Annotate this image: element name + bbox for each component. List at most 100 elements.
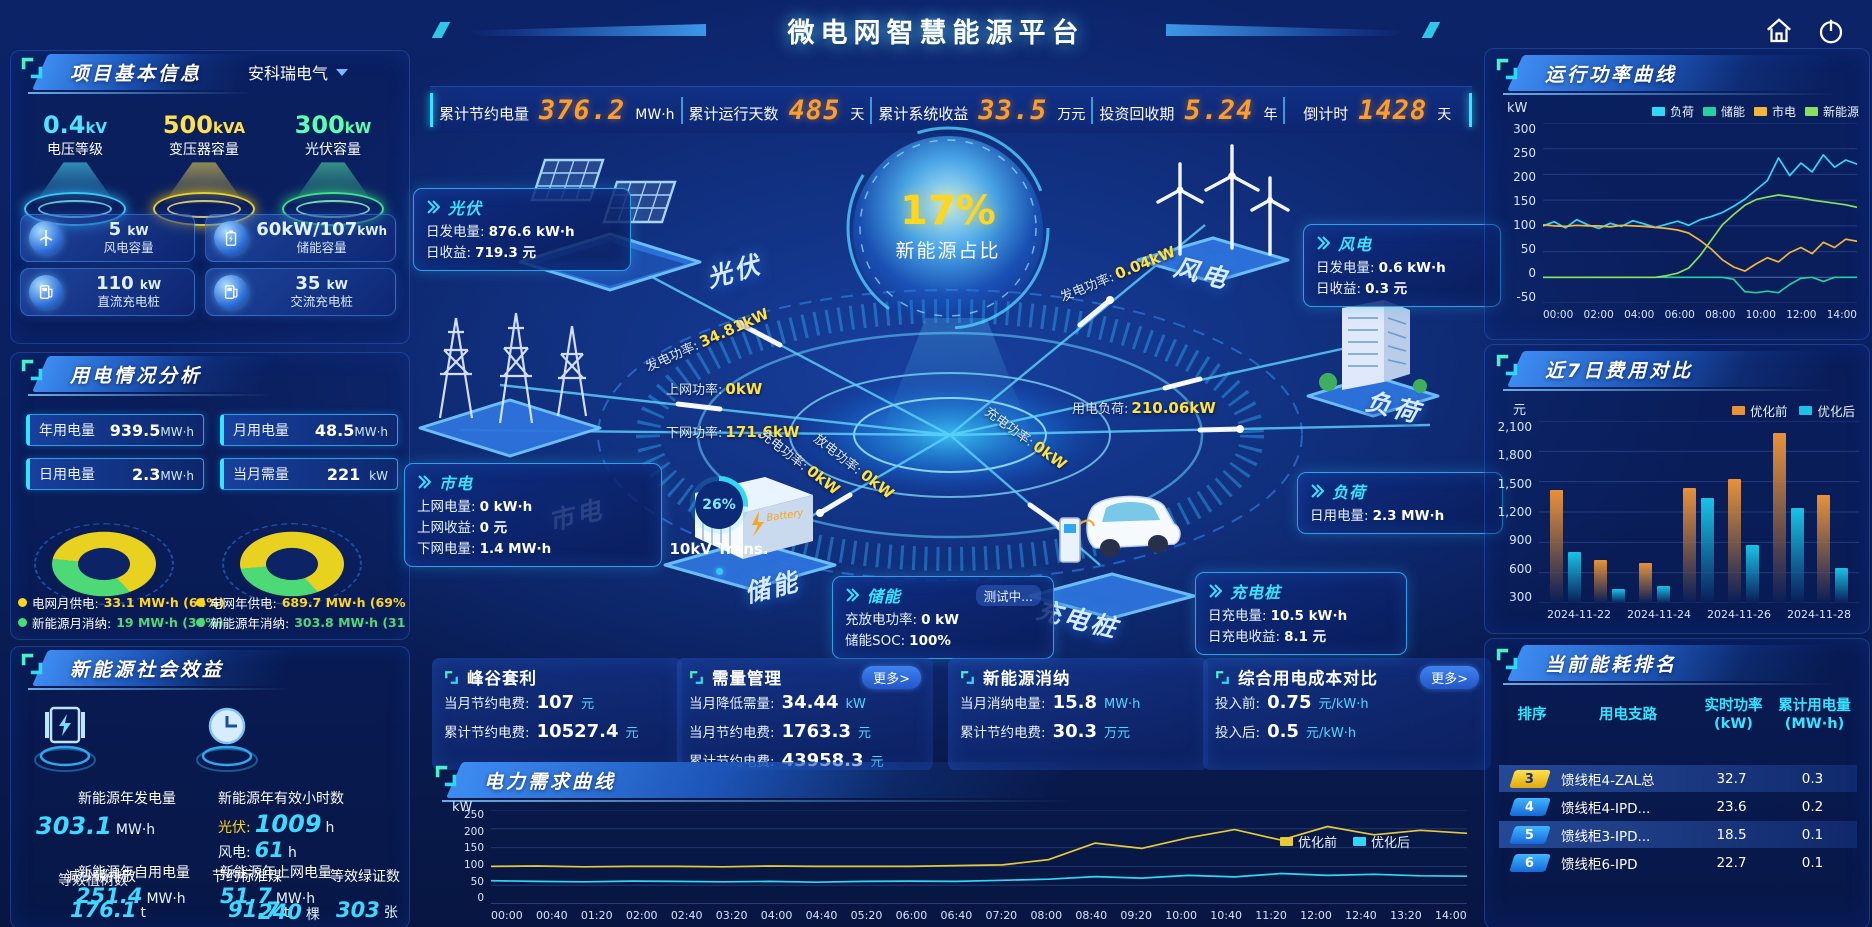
x-tick-label: 04:00 — [760, 909, 793, 922]
kpi-bar: 累计节约电量 376.2 MW·h 累计运行天数 485 天 累计系统收益 33.5 万元 … — [430, 86, 1472, 133]
donut-year-supply — [222, 523, 362, 605]
panel-corner-icon — [21, 57, 43, 79]
ac-charger-icon — [214, 275, 249, 309]
bar — [1728, 478, 1742, 603]
demand-chart-legend: 优化前 优化后 — [1280, 832, 1410, 851]
rank-cell: 5 — [1499, 825, 1561, 844]
bar-group — [1594, 559, 1626, 603]
bar — [1790, 507, 1804, 603]
storage-status-badge: 测试中... — [975, 584, 1041, 606]
table-row[interactable]: 4 馈线柜4-IPD... 23.6 0.2 — [1499, 793, 1857, 820]
x-tick-label: 2024-11-26 — [1707, 608, 1771, 621]
legend-item[interactable]: 优化前 — [1280, 832, 1337, 851]
co2-reduction-label: 减少碳排放 — [66, 869, 136, 885]
annual-to-grid-value: 51.7 MW·h — [220, 884, 316, 908]
legend-renewable-month: 新能源月消纳: 19 MW·h (36%) — [18, 612, 224, 632]
card-renewable-consumption: 新能源消纳 当月消纳电量: 15.8 MW·h 累计节约电费: 30.3 万元 — [948, 658, 1208, 770]
legend-item[interactable]: 储能 — [1702, 103, 1745, 120]
x-tick-label: 05:20 — [850, 909, 883, 922]
panel-corner-icon — [435, 765, 457, 787]
table-row[interactable]: 6 馈线柜6-IPD 22.7 0.1 — [1499, 849, 1857, 876]
co2-reduction-value: 176.1 t — [70, 898, 146, 922]
load-info-box: 负荷 日用电量: 2.3 MW·h — [1297, 472, 1503, 534]
capacity-spotlights: 0.4kV 电压等级 500kVA 变压器容量 300kW 光伏容量 — [14, 112, 394, 227]
legend-item[interactable]: 优化前 — [1731, 401, 1787, 420]
power-chart-legend: 负荷 储能 市电 新能源 — [1651, 103, 1859, 120]
spotlight-transformer-capacity: 500kVA 变压器容量 — [143, 112, 265, 227]
bar — [1638, 562, 1652, 603]
x-tick-label: 00:00 — [1543, 309, 1574, 321]
panel-corner-icon — [1496, 648, 1518, 670]
rank-badge: 6 — [1509, 853, 1551, 872]
panel-corner-icon — [21, 653, 43, 675]
branch-cell: 馈线柜4-ZAL总 — [1561, 772, 1655, 789]
usage-legend: 电网月供电: 33.1 MW·h (64%) 电网年供电: 689.7 MW·h (… — [18, 592, 406, 634]
card-wind-capacity: 5 kW 风电容量 — [20, 214, 196, 262]
ranking-table-rows[interactable]: 3 馈线柜4-ZAL总 32.7 0.3 4 馈线柜4-IPD... 23.6 0.2 5 馈线柜… — [1499, 765, 1857, 877]
company-select[interactable]: 安科瑞电气 — [248, 60, 388, 84]
header-slash-icon — [1421, 22, 1441, 38]
certs-value: 303 张 — [336, 898, 398, 922]
x-tick-label: 02:40 — [670, 909, 703, 922]
power-icon[interactable] — [1816, 16, 1846, 46]
bar-group — [1638, 562, 1670, 603]
renewable-share-sphere: 17% 新能源占比 — [838, 126, 1058, 344]
coal-saving-label: 节约标准煤 — [212, 869, 282, 885]
y-tick-label: 300 — [1509, 589, 1532, 604]
transformer-load-gauge: 26% — [690, 476, 748, 534]
home-icon[interactable] — [1764, 16, 1794, 46]
kpi-system-income: 累计系统收益 33.5 万元 — [870, 96, 1091, 124]
header-wing-left — [466, 24, 706, 36]
panel-energy-ranking: 当前能耗排名 排序 用电支路 实时功率 (kW) 累计用电量 (MW·h) 3 馈线柜… — [1484, 638, 1870, 927]
rank-badge: 5 — [1509, 825, 1551, 844]
stat-year-usage: 年用电量 939.5MW·h — [26, 414, 204, 446]
legend-item[interactable]: 优化后 — [1353, 832, 1410, 851]
power-cell: 18.5 — [1716, 826, 1747, 843]
power-cell: 32.7 — [1716, 770, 1747, 787]
x-tick-label: 06:40 — [940, 909, 973, 922]
company-name: 安科瑞电气 — [248, 64, 329, 83]
battery-icon — [214, 221, 249, 255]
legend-item[interactable]: 优化后 — [1799, 401, 1855, 420]
grid-info-box: 市电 上网电量: 0 kW·h 上网收益: 0 元 下网电量: 1.4 MW·h — [404, 463, 662, 567]
legend-item[interactable]: 新能源 — [1804, 103, 1859, 120]
y-tick-label: 100 — [1513, 218, 1536, 232]
kpi-run-days: 累计运行天数 485 天 — [680, 96, 871, 124]
table-row[interactable]: 3 馈线柜4-ZAL总 32.7 0.3 — [1499, 765, 1857, 792]
y-tick-label: 2,100 — [1497, 420, 1532, 434]
x-tick-label: 06:00 — [1664, 309, 1695, 321]
stat-day-usage: 日用电量 2.3MW·h — [26, 458, 204, 490]
panel-project-info-header: 项目基本信息 — [18, 54, 257, 94]
x-tick-label: 08:00 — [1705, 309, 1736, 321]
y-tick-label: 300 — [1513, 122, 1536, 136]
donut-month-supply — [34, 523, 174, 605]
table-row[interactable]: 5 馈线柜3-IPD... 18.5 0.1 — [1499, 821, 1857, 848]
x-tick-label: 12:40 — [1345, 909, 1377, 922]
x-tick-label: 02:00 — [625, 909, 658, 922]
trees-label: 等效植树数 — [58, 873, 128, 889]
more-button[interactable]: 更多> — [862, 665, 921, 689]
svg-text:Battery: Battery — [766, 508, 805, 524]
x-tick-label: 06:00 — [895, 909, 928, 922]
pv-hours-value: 光伏: 1009 h — [218, 810, 335, 838]
x-tick-label: 08:00 — [1030, 909, 1063, 922]
legend-item[interactable]: 市电 — [1753, 103, 1796, 120]
page-title: 微电网智慧能源平台 — [787, 18, 1085, 49]
card-dc-charger-capacity: 110 kW 直流充电桩 — [20, 268, 196, 316]
legend-item[interactable]: 负荷 — [1651, 103, 1694, 120]
card-peak-valley-arbitrage: 峰谷套利 当月节约电费: 107 元 累计节约电费: 10527.4 元 — [432, 658, 682, 770]
y-tick-label: 150 — [1513, 194, 1536, 208]
renewable-share-value: 17% — [900, 188, 996, 234]
clock-icon — [196, 700, 258, 774]
annual-to-grid-label: 新能源年上网电量 — [220, 865, 332, 881]
rank-cell: 3 — [1499, 769, 1561, 788]
x-tick-label: 00:00 — [491, 909, 523, 922]
trees-value: 240 棵 — [258, 900, 320, 924]
more-button[interactable]: 更多> — [1420, 665, 1479, 689]
panel-cost-compare-header: 近7日费用对比 — [1493, 351, 1842, 391]
x-tick-label: 03:20 — [715, 909, 748, 922]
bar-group — [1772, 433, 1804, 603]
bar-group — [1549, 489, 1581, 603]
flow-grid-import-power: 下网功率: 171.6kW — [666, 423, 800, 441]
